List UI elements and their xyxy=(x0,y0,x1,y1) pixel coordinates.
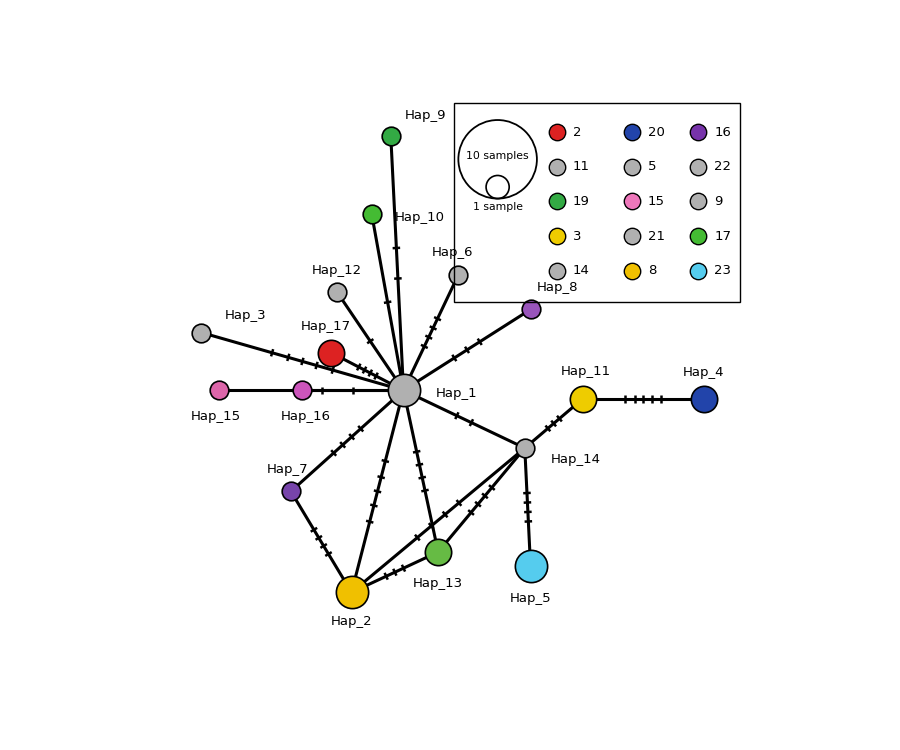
Point xyxy=(691,126,706,138)
Point xyxy=(194,326,209,338)
Point xyxy=(625,126,639,138)
Point xyxy=(625,265,639,277)
Point xyxy=(575,393,590,405)
Point xyxy=(284,485,298,497)
Point xyxy=(625,160,639,172)
Point xyxy=(549,160,563,172)
Text: Hap_12: Hap_12 xyxy=(312,264,362,277)
Point xyxy=(383,130,398,142)
Text: 5: 5 xyxy=(648,160,656,173)
Text: 17: 17 xyxy=(715,230,731,242)
Point xyxy=(523,560,537,572)
Text: 21: 21 xyxy=(648,230,665,242)
Text: 19: 19 xyxy=(572,195,590,208)
Text: 15: 15 xyxy=(648,195,665,208)
Text: Hap_3: Hap_3 xyxy=(224,309,266,322)
Point xyxy=(549,230,563,242)
Text: 8: 8 xyxy=(648,264,656,278)
Point xyxy=(691,265,706,277)
Text: 20: 20 xyxy=(648,126,665,139)
Text: Hap_1: Hap_1 xyxy=(436,387,477,400)
Point xyxy=(431,546,446,558)
Point xyxy=(345,586,359,598)
Point xyxy=(691,196,706,208)
Text: Hap_15: Hap_15 xyxy=(191,410,241,423)
Text: Hap_11: Hap_11 xyxy=(561,364,610,378)
Text: 9: 9 xyxy=(715,195,723,208)
Text: 2: 2 xyxy=(572,126,581,139)
Point xyxy=(549,265,563,277)
Text: Hap_14: Hap_14 xyxy=(551,453,601,466)
Point xyxy=(330,286,345,298)
Text: Hap_9: Hap_9 xyxy=(405,110,446,122)
Text: 11: 11 xyxy=(572,160,590,173)
Text: Hap_2: Hap_2 xyxy=(330,615,373,628)
Text: 1 sample: 1 sample xyxy=(472,202,523,212)
Text: Hap_7: Hap_7 xyxy=(267,463,309,476)
Point xyxy=(295,384,310,396)
Text: 10 samples: 10 samples xyxy=(466,152,529,161)
Text: Hap_6: Hap_6 xyxy=(432,246,473,259)
Point xyxy=(697,393,711,405)
Text: Hap_17: Hap_17 xyxy=(301,320,351,333)
Text: 3: 3 xyxy=(572,230,581,242)
Text: Hap_16: Hap_16 xyxy=(280,410,330,423)
Text: 14: 14 xyxy=(572,264,590,278)
Point xyxy=(451,268,465,280)
Point xyxy=(691,230,706,242)
Text: Hap_10: Hap_10 xyxy=(395,211,445,224)
Text: Hap_13: Hap_13 xyxy=(413,578,464,590)
Point xyxy=(625,230,639,242)
Point xyxy=(364,209,379,220)
Point xyxy=(625,196,639,208)
Text: Hap_4: Hap_4 xyxy=(683,367,724,380)
Text: Hap_5: Hap_5 xyxy=(509,592,552,604)
Point xyxy=(518,442,532,454)
Point xyxy=(549,196,563,208)
Point xyxy=(396,384,410,396)
Point xyxy=(691,160,706,172)
Point xyxy=(549,126,563,138)
Point xyxy=(523,304,537,316)
Point xyxy=(324,346,338,358)
Point xyxy=(212,384,226,396)
Text: 22: 22 xyxy=(715,160,731,173)
Text: Hap_8: Hap_8 xyxy=(536,281,578,294)
Text: 23: 23 xyxy=(715,264,731,278)
Text: 16: 16 xyxy=(715,126,731,139)
